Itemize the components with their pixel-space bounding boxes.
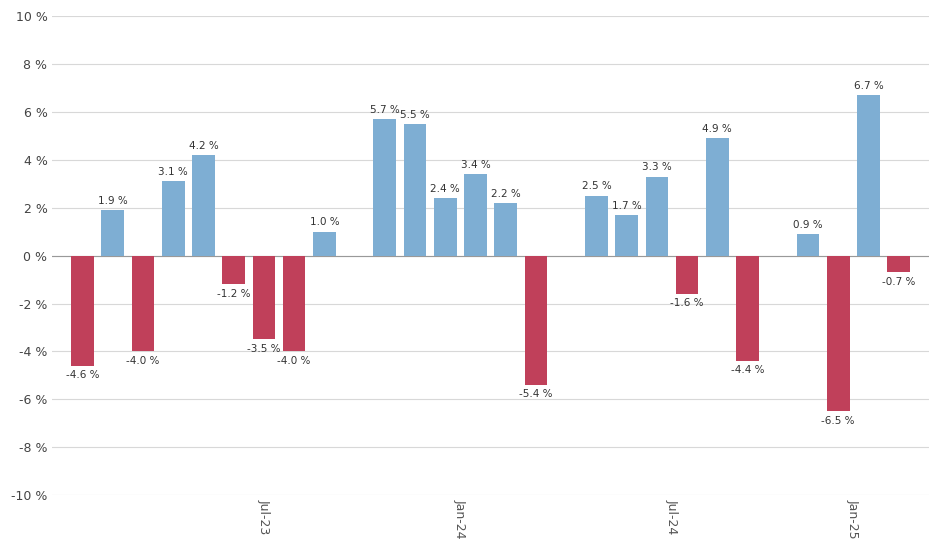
Text: 2.2 %: 2.2 % (491, 189, 521, 199)
Text: -1.2 %: -1.2 % (217, 289, 250, 299)
Bar (132, 256, 154, 351)
Text: 1.7 %: 1.7 % (612, 201, 641, 211)
Text: 2.4 %: 2.4 % (431, 184, 461, 194)
Text: 2.5 %: 2.5 % (582, 182, 611, 191)
Text: 3.4 %: 3.4 % (461, 160, 491, 170)
Bar (192, 155, 215, 256)
Bar (797, 234, 820, 256)
Text: -4.0 %: -4.0 % (126, 356, 160, 366)
Bar (616, 215, 638, 256)
Bar (162, 182, 184, 256)
Bar (494, 203, 517, 256)
Text: 3.3 %: 3.3 % (642, 162, 672, 172)
Bar (585, 196, 608, 256)
Bar (102, 210, 124, 256)
Bar (857, 95, 880, 256)
Text: -4.6 %: -4.6 % (66, 370, 100, 380)
Text: 0.9 %: 0.9 % (793, 220, 822, 230)
Bar (464, 174, 487, 256)
Bar (283, 256, 306, 351)
Bar (646, 177, 668, 256)
Bar (736, 256, 759, 361)
Text: 6.7 %: 6.7 % (854, 81, 884, 91)
Text: -3.5 %: -3.5 % (247, 344, 281, 354)
Bar (313, 232, 336, 256)
Bar (434, 198, 457, 256)
Text: 3.1 %: 3.1 % (158, 167, 188, 177)
Bar (253, 256, 275, 339)
Text: -5.4 %: -5.4 % (519, 389, 553, 399)
Text: -1.6 %: -1.6 % (670, 298, 704, 308)
Bar (223, 256, 245, 284)
Text: 1.0 %: 1.0 % (309, 217, 339, 227)
Text: 5.7 %: 5.7 % (370, 105, 400, 115)
Text: 5.5 %: 5.5 % (400, 109, 430, 119)
Bar (71, 256, 94, 366)
Bar (676, 256, 698, 294)
Bar (525, 256, 547, 385)
Bar (827, 256, 850, 411)
Bar (887, 256, 910, 272)
Text: 4.9 %: 4.9 % (702, 124, 732, 134)
Text: 4.2 %: 4.2 % (189, 141, 218, 151)
Text: 1.9 %: 1.9 % (98, 196, 128, 206)
Text: -4.0 %: -4.0 % (277, 356, 311, 366)
Bar (373, 119, 396, 256)
Bar (706, 138, 729, 256)
Text: -6.5 %: -6.5 % (822, 416, 855, 426)
Text: -4.4 %: -4.4 % (730, 365, 764, 375)
Text: -0.7 %: -0.7 % (882, 277, 916, 287)
Bar (403, 124, 427, 256)
